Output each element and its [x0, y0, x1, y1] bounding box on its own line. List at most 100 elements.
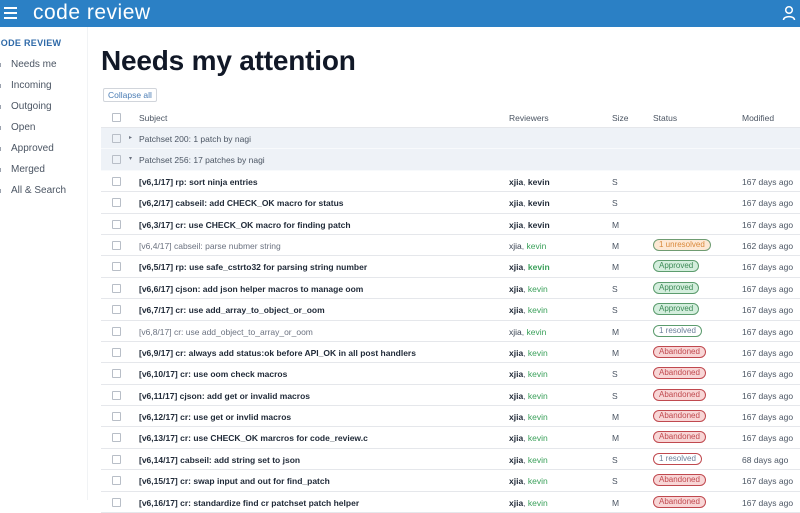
row-subject-link[interactable]: [v6,16/17] cr: standardize find cr patch… — [139, 497, 360, 508]
collapse-all-button[interactable]: Collapse all — [103, 88, 157, 102]
sidebar-item-needs-me[interactable]: Needs me — [0, 57, 88, 75]
reviewer-name[interactable]: kevin — [527, 305, 548, 316]
reviewer-name[interactable]: kevin — [527, 390, 548, 401]
row-subject-link[interactable]: [v6,14/17] cabseil: add string set to js… — [139, 454, 301, 465]
reviewer-name[interactable]: xjia — [509, 369, 524, 380]
row-subject-link[interactable]: [v6,13/17] cr: use CHECK_OK marcros for … — [139, 433, 368, 444]
reviewer-name[interactable]: kevin — [527, 497, 548, 508]
reviewer-name[interactable]: kevin — [527, 176, 550, 187]
row-checkbox[interactable] — [112, 305, 121, 315]
reviewer-name[interactable]: xjia — [509, 219, 524, 230]
table-row[interactable]: [v6,10/17] cr: use oom check macros xjia,… — [101, 363, 800, 385]
reviewer-name[interactable]: xjia — [509, 262, 524, 273]
table-row[interactable]: [v6,15/17] cr: swap input and out for fi… — [101, 470, 800, 492]
column-header-subject[interactable]: Subject — [139, 113, 168, 123]
row-checkbox[interactable] — [112, 390, 121, 400]
reviewer-name[interactable]: xjia — [509, 176, 524, 187]
row-checkbox[interactable] — [112, 176, 121, 186]
reviewer-name[interactable]: kevin — [526, 326, 547, 337]
row-subject-link[interactable]: [v6,1/17] rp: sort ninja entries — [139, 176, 258, 187]
reviewer-name[interactable]: kevin — [527, 219, 550, 230]
reviewer-name[interactable]: xjia — [509, 433, 524, 444]
row-subject-link[interactable]: [v6,15/17] cr: swap input and out for fi… — [139, 476, 330, 487]
row-subject-link[interactable]: [v6,5/17] rp: use safe_cstrto32 for pars… — [139, 262, 368, 273]
row-checkbox[interactable] — [112, 497, 121, 507]
row-checkbox[interactable] — [112, 369, 121, 379]
row-checkbox[interactable] — [112, 433, 121, 443]
table-row[interactable]: [v6,9/17] cr: always add status:ok befor… — [101, 342, 800, 364]
table-row[interactable]: [v6,6/17] cjson: add json helper macros … — [101, 278, 800, 300]
sidebar-item-all-search[interactable]: All & Search — [0, 183, 88, 201]
reviewer-name[interactable]: kevin — [527, 454, 548, 465]
reviewer-name[interactable]: kevin — [527, 283, 548, 294]
group-label[interactable]: Patchset 200: 1 patch by nagi — [139, 134, 251, 144]
table-row[interactable]: [v6,4/17] cabseil: parse nubmer string xj… — [101, 235, 800, 257]
table-row[interactable]: [v6,14/17] cabseil: add string set to js… — [101, 449, 800, 471]
row-checkbox[interactable] — [112, 198, 121, 208]
reviewer-name[interactable]: kevin — [527, 262, 550, 273]
reviewer-name[interactable]: xjia — [509, 326, 522, 337]
row-checkbox[interactable] — [112, 454, 121, 464]
row-checkbox[interactable] — [112, 283, 121, 293]
row-subject-link[interactable]: [v6,12/17] cr: use get or invlid macros — [139, 412, 292, 423]
table-row[interactable]: [v6,12/17] cr: use get or invlid macros x… — [101, 406, 800, 428]
table-row[interactable]: [v6,16/17] cr: standardize find cr patch… — [101, 492, 800, 513]
table-row[interactable]: [v6,2/17] cabseil: add CHECK_OK macro fo… — [101, 192, 800, 214]
row-subject-link[interactable]: [v6,4/17] cabseil: parse nubmer string — [139, 240, 281, 251]
sidebar-item-incoming[interactable]: Incoming — [0, 78, 88, 96]
column-header-modified[interactable]: Modified — [742, 113, 775, 123]
select-all-checkbox[interactable] — [112, 113, 121, 122]
table-row[interactable]: [v6,3/17] cr: use CHECK_OK macro for fin… — [101, 214, 800, 235]
table-row[interactable]: [v6,1/17] rp: sort ninja entries xjia, ke… — [101, 171, 800, 193]
row-subject-link[interactable]: [v6,11/17] cjson: add get or invalid mac… — [139, 390, 311, 401]
row-subject-link[interactable]: [v6,3/17] cr: use CHECK_OK macro for fin… — [139, 219, 351, 230]
reviewer-name[interactable]: kevin — [527, 347, 548, 358]
group-label[interactable]: Patchset 256: 17 patches by nagi — [139, 155, 265, 166]
group-checkbox[interactable] — [112, 155, 121, 165]
column-header-reviewers[interactable]: Reviewers — [509, 113, 549, 123]
row-subject-link[interactable]: [v6,8/17] cr: use add_object_to_array_or… — [139, 326, 313, 337]
user-icon[interactable] — [782, 5, 796, 21]
group-row[interactable]: ▸ Patchset 200: 1 patch by nagi — [101, 128, 800, 150]
reviewer-name[interactable]: xjia — [509, 497, 524, 508]
row-checkbox[interactable] — [112, 240, 121, 250]
app-title[interactable]: code review — [33, 1, 151, 24]
row-checkbox[interactable] — [112, 412, 121, 422]
table-row[interactable]: [v6,11/17] cjson: add get or invalid mac… — [101, 385, 800, 407]
reviewer-name[interactable]: kevin — [527, 433, 548, 444]
row-checkbox[interactable] — [112, 347, 121, 357]
caret-down-icon[interactable]: ▾ — [129, 156, 133, 163]
reviewer-name[interactable]: xjia — [509, 347, 524, 358]
reviewer-name[interactable]: xjia — [509, 476, 524, 487]
row-subject-link[interactable]: [v6,9/17] cr: always add status:ok befor… — [139, 347, 416, 358]
row-subject-link[interactable]: [v6,2/17] cabseil: add CHECK_OK macro fo… — [139, 198, 344, 209]
row-checkbox[interactable] — [112, 262, 121, 272]
reviewer-name[interactable]: kevin — [527, 412, 548, 423]
reviewer-name[interactable]: kevin — [527, 476, 548, 487]
group-checkbox[interactable] — [112, 134, 121, 143]
group-row[interactable]: ▾ Patchset 256: 17 patches by nagi — [101, 149, 800, 171]
row-checkbox[interactable] — [112, 219, 121, 229]
row-subject-link[interactable]: [v6,10/17] cr: use oom check macros — [139, 369, 288, 380]
hamburger-icon[interactable] — [4, 4, 20, 22]
row-checkbox[interactable] — [112, 476, 121, 486]
reviewer-name[interactable]: kevin — [526, 240, 547, 251]
reviewer-name[interactable]: xjia — [509, 390, 524, 401]
table-row[interactable]: [v6,7/17] cr: use add_array_to_object_or… — [101, 299, 800, 321]
reviewer-name[interactable]: kevin — [527, 369, 548, 380]
table-row[interactable]: [v6,5/17] rp: use safe_cstrto32 for pars… — [101, 256, 800, 278]
table-row[interactable]: [v6,8/17] cr: use add_object_to_array_or… — [101, 321, 800, 342]
reviewer-name[interactable]: xjia — [509, 283, 524, 294]
sidebar-item-merged[interactable]: Merged — [0, 162, 88, 180]
row-subject-link[interactable]: [v6,6/17] cjson: add json helper macros … — [139, 283, 364, 294]
sidebar-item-approved[interactable]: Approved — [0, 141, 88, 159]
sidebar-item-open[interactable]: Open — [0, 120, 88, 138]
reviewer-name[interactable]: xjia — [509, 412, 524, 423]
table-row[interactable]: [v6,13/17] cr: use CHECK_OK marcros for … — [101, 427, 800, 449]
sidebar-item-outgoing[interactable]: Outgoing — [0, 99, 88, 117]
column-header-status[interactable]: Status — [653, 113, 678, 123]
row-checkbox[interactable] — [112, 326, 121, 336]
reviewer-name[interactable]: xjia — [509, 198, 524, 209]
caret-right-icon[interactable]: ▸ — [129, 135, 133, 141]
row-subject-link[interactable]: [v6,7/17] cr: use add_array_to_object_or… — [139, 305, 325, 316]
